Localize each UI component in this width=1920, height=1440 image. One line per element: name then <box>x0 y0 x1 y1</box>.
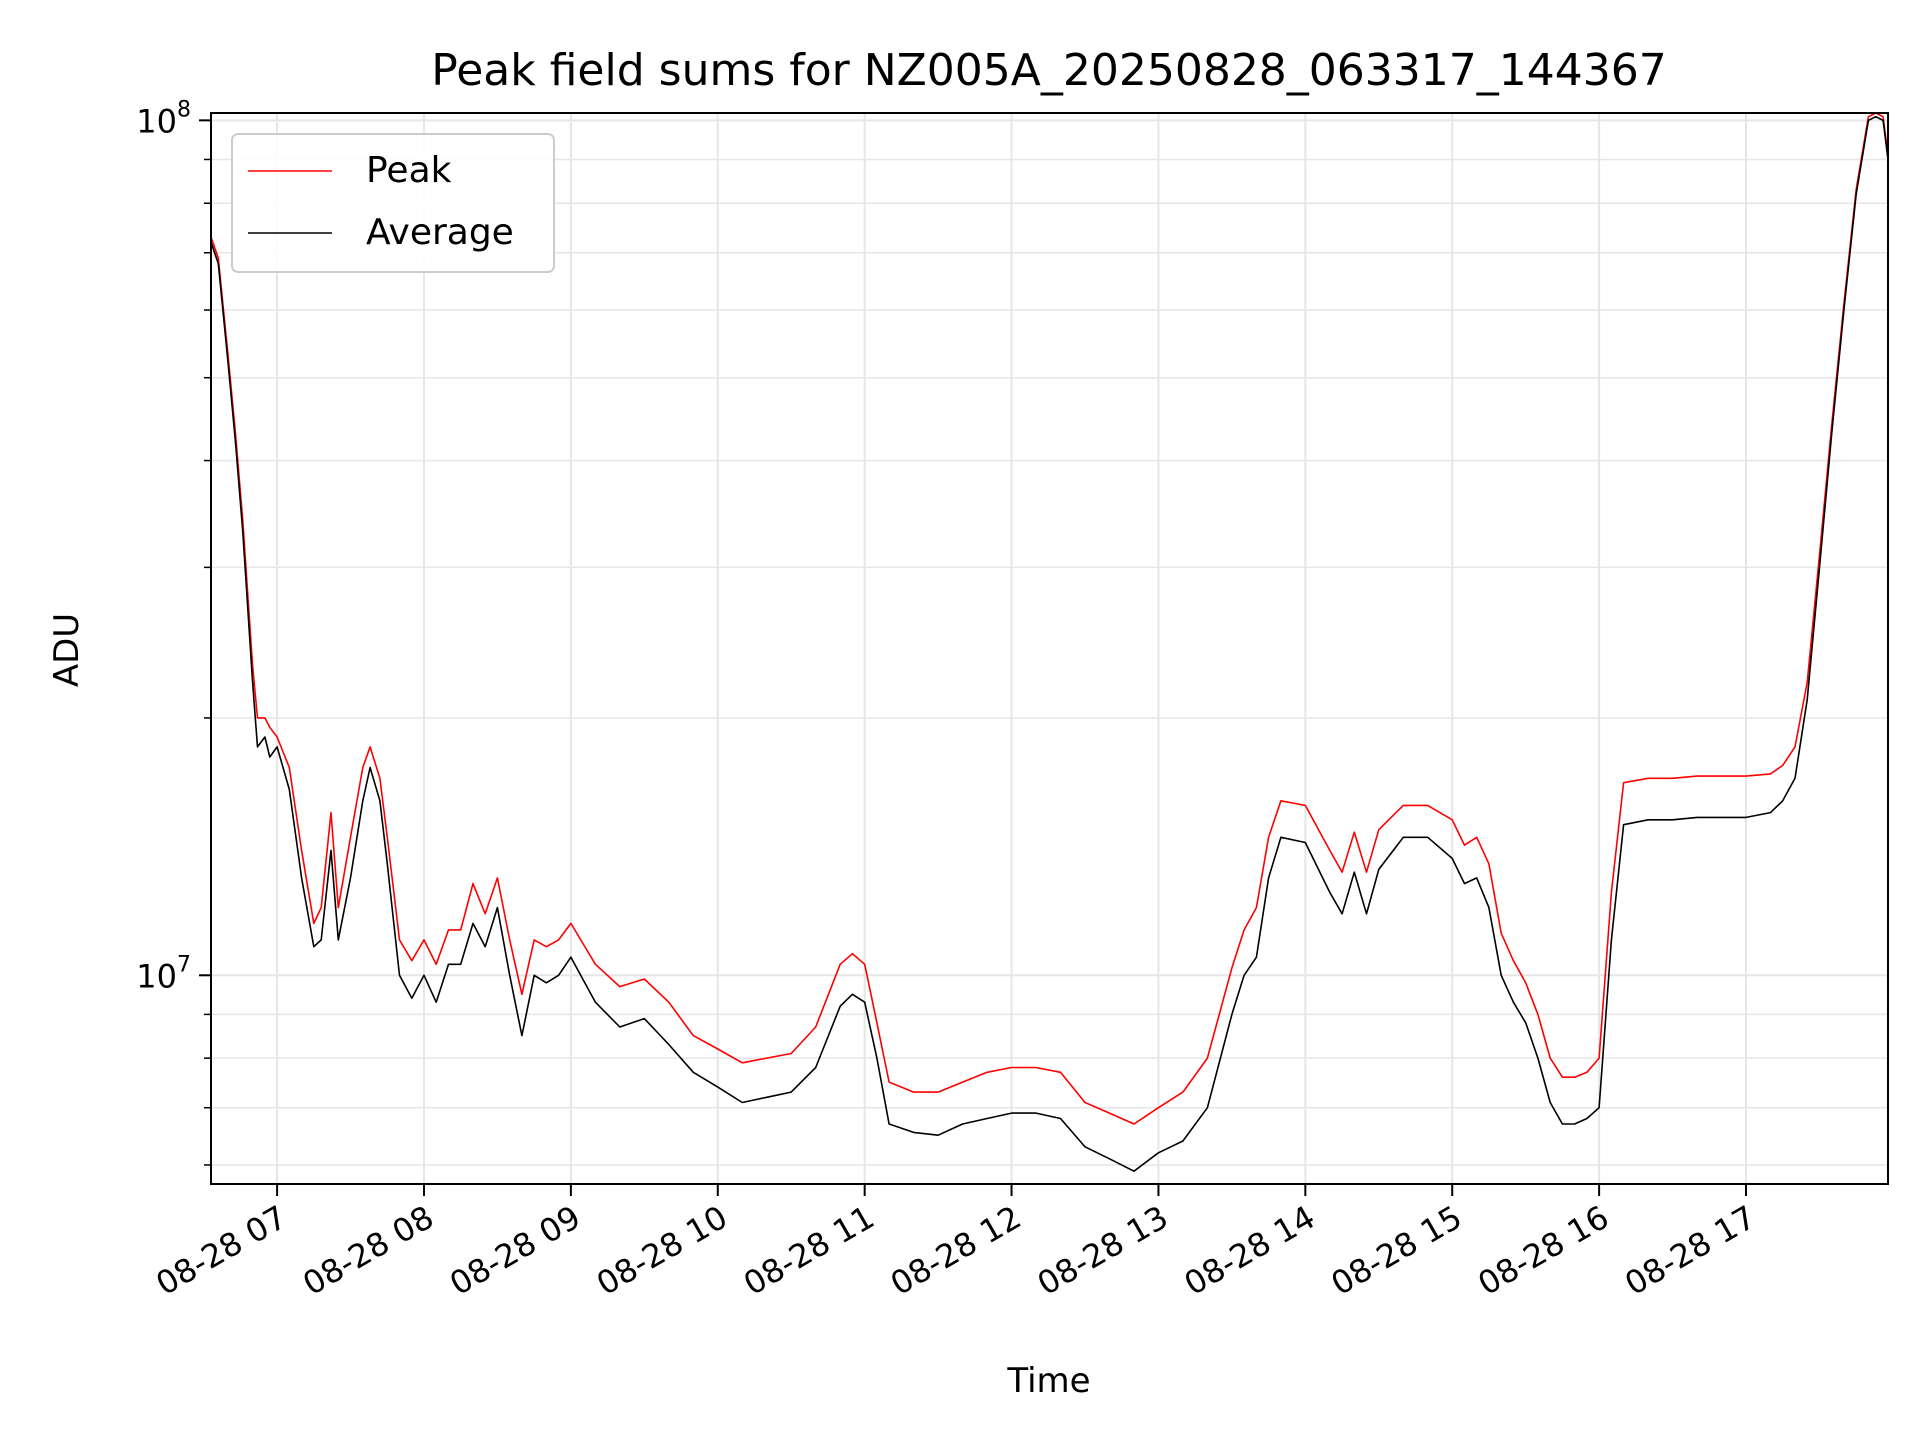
series-line-average <box>210 115 1889 1172</box>
legend: Peak Average <box>231 133 555 273</box>
legend-label-average: Average <box>366 212 514 253</box>
y-axis-label: ADU <box>47 613 87 687</box>
y-tick-exponent: 8 <box>177 97 191 122</box>
chart-title: Peak field sums for NZ005A_20250828_0633… <box>431 45 1666 96</box>
plot-area-frame <box>210 112 1889 1185</box>
y-tick-exponent: 7 <box>177 952 191 977</box>
y-tick-base: 10 <box>136 102 177 140</box>
legend-box <box>231 133 555 273</box>
x-axis-label: Time <box>1006 1361 1090 1401</box>
series-line-peak <box>210 112 1889 1125</box>
y-tick-base: 10 <box>136 957 177 995</box>
legend-label-peak: Peak <box>366 150 452 191</box>
grid-lines <box>211 113 1888 1184</box>
series-lines <box>210 112 1889 1172</box>
y-tick-label: 108 <box>136 97 191 140</box>
y-tick-label: 107 <box>136 952 191 995</box>
